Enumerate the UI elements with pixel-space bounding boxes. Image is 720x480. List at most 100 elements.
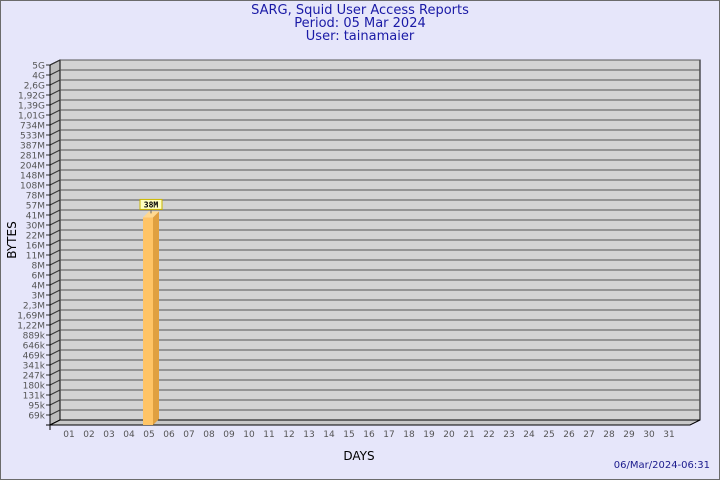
x-tick-label: 23: [503, 430, 514, 440]
grid-depth-line: [49, 349, 61, 356]
x-tick-label: 08: [203, 430, 215, 440]
y-tick-label: 131k: [23, 392, 46, 402]
y-tick-label: 387M: [20, 142, 45, 152]
x-tick-label: 16: [363, 430, 375, 440]
y-tick-label: 533M: [20, 132, 45, 142]
y-tick-label: 8M: [32, 262, 46, 272]
bar-top: [143, 211, 159, 218]
grid-depth-line: [49, 269, 61, 276]
x-tick-label: 21: [463, 430, 474, 440]
x-tick-label: 20: [443, 430, 455, 440]
x-tick-label: 02: [83, 430, 94, 440]
grid-depth-line: [49, 119, 61, 126]
x-tick-label: 03: [103, 430, 114, 440]
grid-depth-line: [49, 409, 61, 416]
y-tick-label: 5G: [32, 62, 45, 72]
y-tick-label: 180k: [23, 382, 46, 392]
grid-depth-line: [49, 129, 61, 136]
grid-depth-line: [49, 159, 61, 166]
y-tick-label: 1,69M: [17, 312, 45, 322]
x-tick-label: 07: [183, 430, 194, 440]
report-user: User: tainamaier: [305, 29, 415, 44]
x-tick-label: 06: [163, 430, 175, 440]
y-axis-label: BYTES: [5, 221, 19, 258]
grid-depth-line: [49, 219, 61, 226]
x-tick-label: 19: [423, 430, 435, 440]
x-tick-label: 30: [643, 430, 655, 440]
y-tick-label: 41M: [26, 212, 45, 222]
x-tick-label: 10: [243, 430, 255, 440]
y-tick-label: 341k: [23, 362, 46, 372]
grid-depth-line: [49, 339, 61, 346]
y-tick-label: 734M: [20, 122, 45, 132]
grid-depth-line: [49, 329, 61, 336]
y-tick-label: 6M: [32, 272, 46, 282]
y-tick-label: 11M: [26, 252, 45, 262]
report-period: Period: 05 Mar 2024: [294, 16, 426, 31]
grid-depth-line: [49, 99, 61, 106]
data-label: 38M: [144, 200, 159, 209]
grid-depth-line: [49, 389, 61, 396]
bar-side: [153, 211, 159, 425]
y-tick-label: 69k: [28, 412, 45, 422]
x-tick-label: 17: [383, 430, 394, 440]
y-tick-label: 281M: [20, 152, 45, 162]
x-tick-label: 09: [223, 430, 235, 440]
grid-depth-line: [49, 209, 61, 216]
grid-depth-line: [49, 249, 61, 256]
grid-depth-line: [49, 179, 61, 186]
grid-depth-line: [49, 89, 61, 96]
x-tick-label: 31: [663, 430, 674, 440]
x-tick-label: 18: [403, 430, 415, 440]
x-tick-label: 04: [123, 430, 135, 440]
x-tick-label: 28: [603, 430, 615, 440]
grid-depth-line: [49, 199, 61, 206]
y-tick-label: 889k: [23, 332, 46, 342]
grid-depth-line: [49, 149, 61, 156]
y-tick-label: 1,01G: [18, 112, 45, 122]
y-tick-label: 2,6G: [24, 82, 45, 92]
grid-depth-line: [49, 319, 61, 326]
x-tick-label: 22: [483, 430, 494, 440]
x-tick-label: 13: [303, 430, 314, 440]
y-tick-label: 1,92G: [18, 92, 45, 102]
y-tick-label: 4G: [32, 72, 45, 82]
grid-depth-line: [49, 379, 61, 386]
grid-depth-line: [49, 239, 61, 246]
x-tick-label: 24: [523, 430, 535, 440]
report-title: SARG, Squid User Access Reports: [251, 3, 469, 18]
grid-depth-line: [49, 359, 61, 366]
x-tick-label: 12: [283, 430, 294, 440]
grid-depth-line: [49, 69, 61, 76]
y-tick-label: 95k: [28, 402, 45, 412]
y-tick-label: 3M: [32, 292, 46, 302]
grid-depth-line: [49, 229, 61, 236]
x-tick-label: 11: [263, 430, 274, 440]
grid-depth-line: [49, 289, 61, 296]
footer-timestamp: 06/Mar/2024-06:31: [613, 460, 710, 471]
y-tick-label: 247k: [23, 372, 46, 382]
y-tick-label: 4M: [32, 282, 46, 292]
grid-depth-line: [49, 259, 61, 266]
y-tick-label: 16M: [26, 242, 45, 252]
x-tick-label: 01: [63, 430, 74, 440]
x-tick-label: 26: [563, 430, 575, 440]
x-axis-label: DAYS: [343, 449, 374, 463]
grid-depth-line: [49, 139, 61, 146]
grid-depth-line: [49, 309, 61, 316]
y-tick-label: 2,3M: [23, 302, 45, 312]
grid-depth-line: [49, 169, 61, 176]
y-tick-label: 646k: [23, 342, 46, 352]
grid-depth-line: [49, 79, 61, 86]
grid-depth-line: [49, 279, 61, 286]
y-tick-label: 148M: [20, 172, 45, 182]
y-tick-label: 22M: [26, 232, 45, 242]
x-tick-label: 14: [323, 430, 335, 440]
y-tick-label: 1,39G: [18, 102, 45, 112]
grid-depth-line: [49, 299, 61, 306]
y-tick-label: 204M: [20, 162, 45, 172]
grid-depth-line: [49, 189, 61, 196]
y-tick-label: 108M: [20, 182, 45, 192]
data-label-box: [139, 198, 163, 210]
